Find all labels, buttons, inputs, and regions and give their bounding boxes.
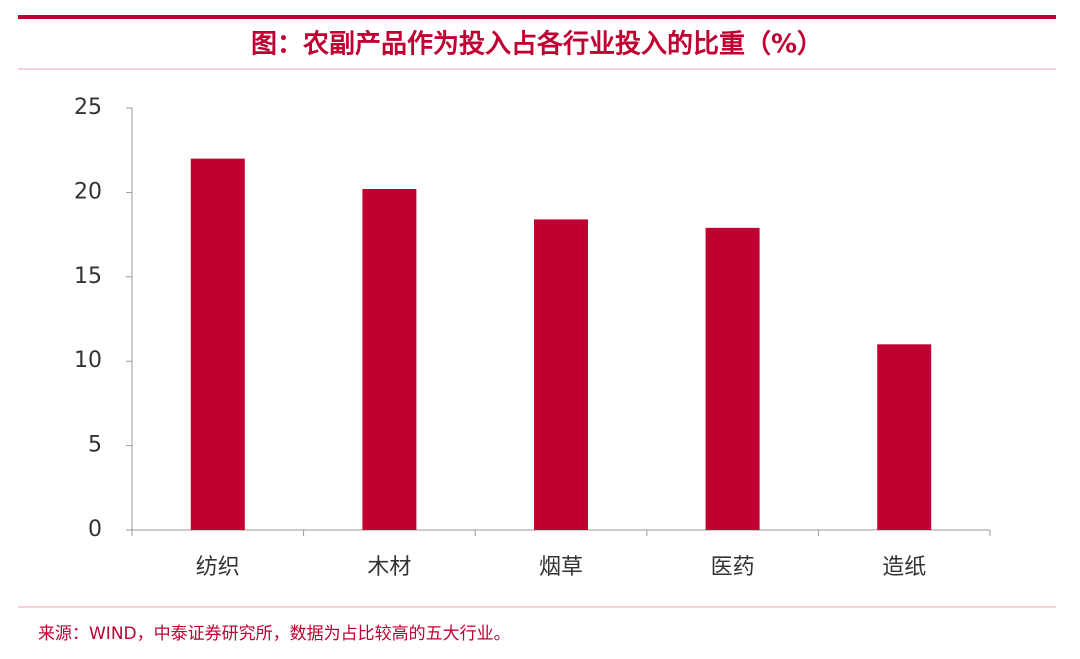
bar — [877, 344, 932, 530]
y-tick-label: 10 — [74, 348, 102, 373]
x-tick-label: 烟草 — [539, 555, 583, 580]
x-tick-label: 造纸 — [882, 555, 926, 580]
x-tick-label: 纺织 — [196, 555, 240, 580]
bar — [362, 189, 417, 531]
y-tick-label: 25 — [74, 95, 102, 120]
x-tick-label: 木材 — [367, 555, 411, 580]
y-tick-label: 15 — [74, 264, 102, 289]
x-tick-label: 医药 — [711, 555, 755, 580]
bar — [534, 219, 588, 530]
y-tick-label: 5 — [88, 433, 102, 458]
bar — [705, 227, 760, 530]
chart-title: 图：农副产品作为投入占各行业投入的比重（%） — [251, 29, 823, 60]
y-tick-label: 20 — [74, 179, 102, 204]
y-tick-label: 0 — [88, 517, 102, 542]
source-note: 来源：WIND，中泰证券研究所，数据为占比较高的五大行业。 — [38, 624, 511, 644]
bar — [190, 158, 245, 530]
